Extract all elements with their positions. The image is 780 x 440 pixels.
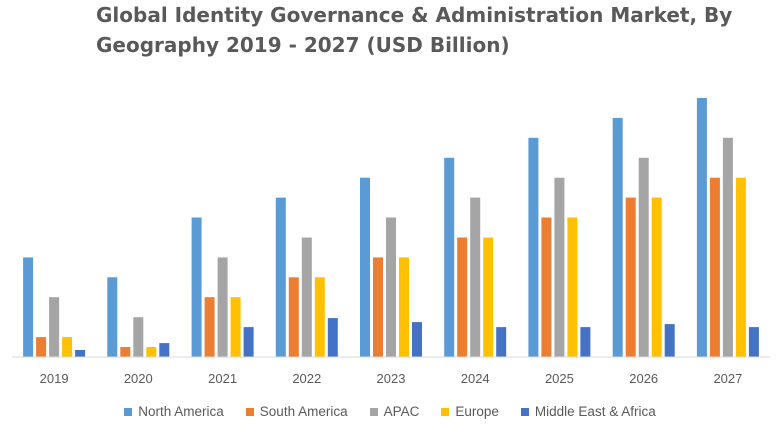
- bar-2025-apac: [554, 177, 565, 357]
- chart-title: Global Identity Governance & Administrat…: [96, 3, 733, 57]
- bar-2027-south-america: [709, 177, 720, 357]
- bar-2021-europe: [230, 297, 241, 357]
- bar-2026-apac: [638, 157, 649, 357]
- bar-2023-middle-east-africa: [412, 322, 422, 357]
- bar-2020-middle-east-africa: [159, 343, 170, 357]
- x-tick-label: 2019: [40, 371, 69, 386]
- bar-2026-south-america: [625, 197, 636, 357]
- legend-item: Europe: [441, 404, 499, 419]
- bar-2027-middle-east-africa: [748, 327, 759, 357]
- bar-2027-north-america: [696, 98, 707, 357]
- bar-2020-apac: [133, 317, 144, 357]
- bar-2023-apac: [386, 217, 396, 357]
- bar-2023-europe: [399, 257, 409, 357]
- bar-2022-south-america: [288, 277, 299, 357]
- x-tick-label: 2027: [713, 371, 742, 386]
- bar-2019-apac: [49, 297, 60, 357]
- legend-item: APAC: [369, 404, 420, 419]
- legend-item: North America: [124, 404, 224, 419]
- bar-2022-apac: [301, 237, 312, 357]
- legend-label: Middle East & Africa: [534, 404, 656, 419]
- bar-2021-south-america: [204, 297, 215, 357]
- bar-2020-north-america: [107, 277, 118, 357]
- legend-label: South America: [259, 404, 348, 419]
- bar-2020-europe: [146, 347, 157, 357]
- bar-2026-north-america: [612, 117, 623, 358]
- bar-2019-middle-east-africa: [75, 350, 86, 357]
- legend-swatch: [124, 407, 133, 416]
- bar-2019-europe: [62, 337, 73, 357]
- bar-2027-apac: [722, 137, 733, 357]
- bar-2024-apac: [470, 197, 481, 357]
- bar-2026-middle-east-africa: [664, 324, 675, 357]
- legend: North America South America APAC Europe Midd…: [0, 404, 780, 419]
- bar-2024-north-america: [444, 157, 455, 357]
- legend-swatch: [441, 407, 450, 416]
- legend-item: South America: [245, 404, 348, 419]
- legend-label: Europe: [455, 404, 499, 419]
- bar-2022-europe: [314, 277, 325, 357]
- bar-2024-europe: [483, 237, 494, 357]
- bar-2027-europe: [735, 177, 746, 357]
- legend-swatch: [245, 407, 254, 416]
- bar-2026-europe: [651, 197, 662, 357]
- x-tick-labels: 2019 2020 2021 2022 2023 2024 2025 2026 2027: [40, 371, 743, 386]
- x-tick-label: 2022: [292, 371, 321, 386]
- bar-2019-north-america: [23, 257, 34, 357]
- bar-2022-north-america: [275, 197, 286, 357]
- x-tick-label: 2023: [377, 371, 406, 386]
- bar-2021-apac: [217, 257, 228, 357]
- bars-group: [23, 98, 759, 358]
- bar-2025-south-america: [541, 217, 552, 357]
- x-tick-label: 2026: [629, 371, 658, 386]
- bar-chart: 2019 2020 2021 2022 2023 2024 2025 2026 2027: [12, 98, 770, 386]
- bar-2020-south-america: [120, 347, 131, 357]
- bar-2025-europe: [567, 217, 578, 357]
- legend-label: APAC: [383, 404, 420, 419]
- bar-2023-north-america: [360, 177, 370, 357]
- legend-item: Middle East & Africa: [520, 404, 656, 419]
- bar-2025-north-america: [528, 137, 539, 357]
- bar-2024-south-america: [457, 237, 468, 357]
- x-tick-label: 2020: [124, 371, 153, 386]
- bar-2019-south-america: [36, 337, 47, 357]
- bar-2021-north-america: [191, 217, 202, 357]
- bar-2023-south-america: [373, 257, 383, 357]
- legend-swatch: [520, 407, 529, 416]
- legend-label: North America: [138, 404, 224, 419]
- bar-2025-middle-east-africa: [580, 327, 591, 357]
- bar-2024-middle-east-africa: [496, 327, 507, 357]
- legend-swatch: [369, 407, 378, 416]
- x-tick-label: 2025: [545, 371, 574, 386]
- bar-2021-middle-east-africa: [243, 327, 254, 357]
- x-tick-label: 2021: [208, 371, 237, 386]
- bar-2022-middle-east-africa: [327, 318, 338, 357]
- x-tick-label: 2024: [461, 371, 490, 386]
